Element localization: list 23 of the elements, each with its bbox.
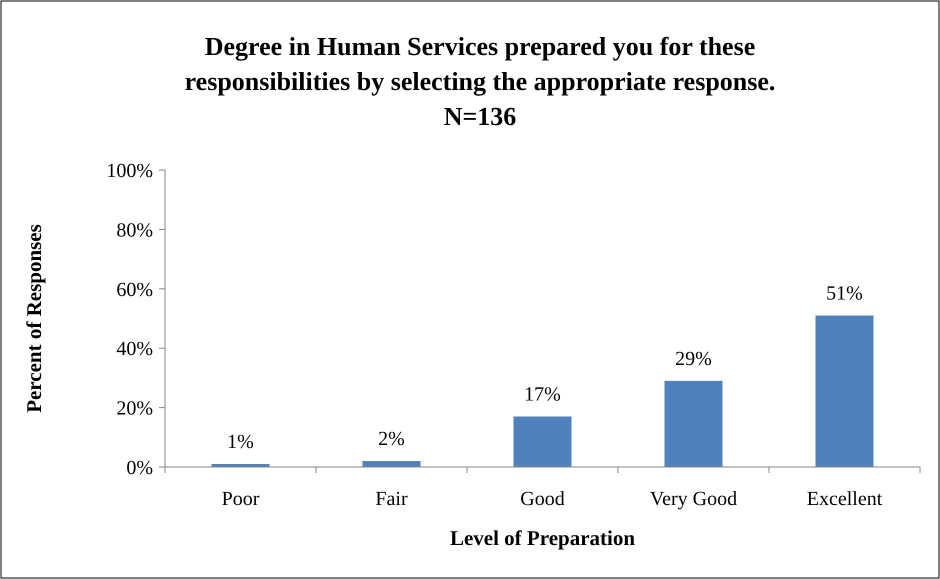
y-tick-label: 60% bbox=[116, 278, 153, 301]
bar bbox=[664, 380, 722, 467]
bar bbox=[514, 416, 572, 467]
y-tick-label: 0% bbox=[126, 457, 153, 479]
y-tick-label: 20% bbox=[116, 398, 153, 420]
data-label: 2% bbox=[378, 428, 405, 450]
y-tick-label: 80% bbox=[116, 219, 153, 242]
bar bbox=[362, 461, 420, 467]
data-label: 51% bbox=[826, 282, 863, 305]
x-tick-label: Good bbox=[520, 488, 565, 510]
y-tick-label: 100% bbox=[106, 160, 153, 182]
y-tick-label: 40% bbox=[116, 338, 153, 360]
x-tick-label: Fair bbox=[375, 488, 408, 510]
x-axis-title: Level of Preparation bbox=[450, 526, 636, 550]
data-label: 1% bbox=[227, 431, 254, 454]
chart-title: Degree in Human Services prepared you for these responsibilities by selecting the appropriate response. N=136 bbox=[184, 32, 776, 131]
y-axis-title: Percent of Responses bbox=[22, 224, 46, 413]
data-label: 29% bbox=[675, 348, 712, 370]
bar bbox=[816, 316, 874, 467]
data-label: 17% bbox=[524, 384, 561, 406]
x-tick-label: Excellent bbox=[806, 488, 883, 510]
x-tick-label: Poor bbox=[222, 488, 260, 510]
x-tick-label: Very Good bbox=[650, 488, 738, 510]
